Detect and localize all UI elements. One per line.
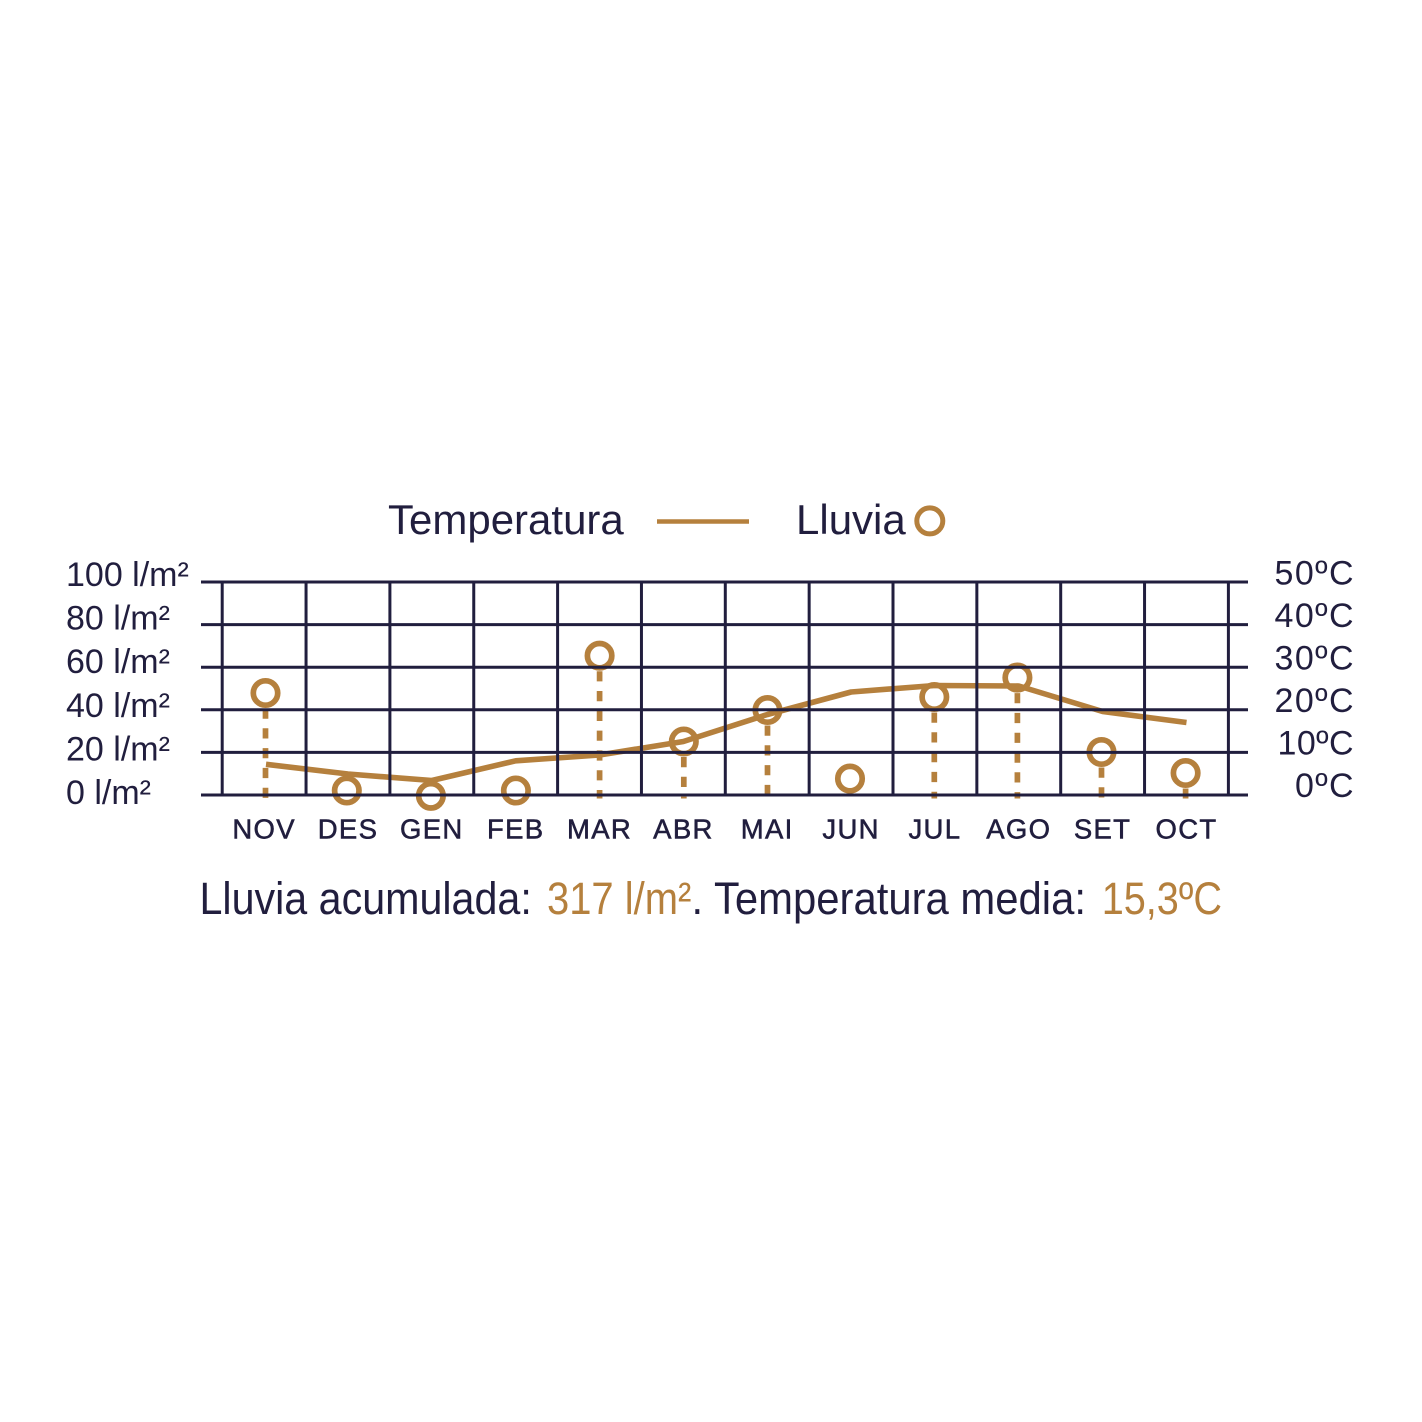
svg-text:AGO: AGO [986, 813, 1051, 844]
svg-text:JUL: JUL [908, 813, 961, 844]
svg-text:FEB: FEB [487, 813, 544, 844]
svg-text:Temperatura: Temperatura [388, 496, 624, 543]
svg-text:100 l/m²: 100 l/m² [66, 556, 189, 594]
svg-text:NOV: NOV [232, 813, 296, 844]
svg-text:OCT: OCT [1156, 813, 1218, 844]
svg-text:GEN: GEN [400, 813, 464, 844]
svg-text:SET: SET [1074, 813, 1131, 844]
svg-text:0ºC: 0ºC [1295, 767, 1354, 805]
svg-text:20 l/m²: 20 l/m² [66, 730, 170, 768]
svg-text:10ºC: 10ºC [1278, 724, 1354, 762]
svg-text:0 l/m²: 0 l/m² [66, 774, 151, 812]
svg-text:80 l/m²: 80 l/m² [66, 600, 170, 638]
svg-text:ABR: ABR [653, 813, 713, 844]
svg-text:15,3ºC: 15,3ºC [1102, 873, 1222, 924]
svg-text:317 l/m²: 317 l/m² [547, 873, 691, 924]
svg-text:Lluvia: Lluvia [796, 496, 906, 543]
svg-text:JUN: JUN [822, 813, 879, 844]
svg-text:60 l/m²: 60 l/m² [66, 643, 170, 681]
svg-text:DES: DES [318, 813, 378, 844]
svg-text:40 l/m²: 40 l/m² [66, 687, 170, 725]
svg-text:. Temperatura media:: . Temperatura media: [692, 873, 1087, 924]
svg-text:Lluvia acumulada:: Lluvia acumulada: [200, 873, 532, 924]
svg-text:MAR: MAR [567, 813, 632, 844]
svg-text:MAI: MAI [741, 813, 794, 844]
